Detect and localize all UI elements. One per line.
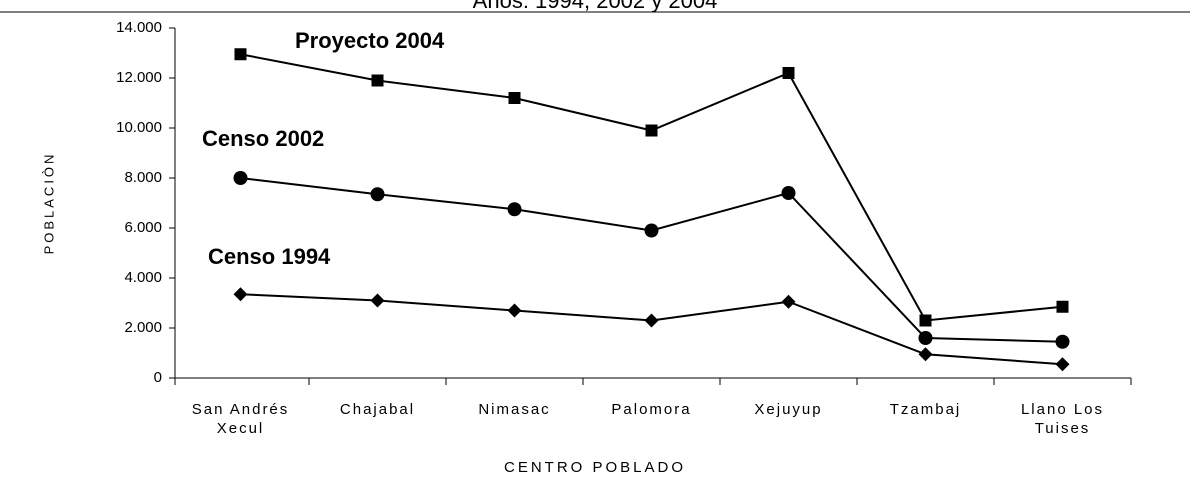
y-tick-label: 14.000 — [116, 19, 162, 36]
marker — [507, 202, 522, 217]
marker — [370, 187, 385, 202]
marker — [782, 67, 795, 79]
x-tick-label: Tzambaj — [889, 401, 962, 418]
y-tick-label: 10.000 — [116, 119, 162, 136]
chart-title: Años: 1994, 2002 y 2004 — [473, 0, 718, 13]
marker — [781, 294, 796, 309]
series-label: Censo 1994 — [208, 244, 331, 269]
x-tick-label: Xejuyup — [754, 401, 823, 418]
x-tick-label: Chajabal — [339, 401, 416, 418]
marker — [1055, 357, 1070, 372]
marker — [233, 171, 248, 185]
y-tick-label: 2.000 — [124, 319, 162, 336]
marker — [919, 314, 932, 327]
series-label: Proyecto 2004 — [295, 28, 445, 53]
marker — [371, 74, 384, 87]
x-tick-label: Nimasac — [478, 401, 551, 418]
y-tick-label: 4.000 — [124, 269, 162, 286]
x-tick-label: Palomora — [611, 401, 692, 418]
marker — [233, 287, 248, 302]
marker — [918, 331, 933, 345]
y-tick-label: 8.000 — [124, 169, 162, 186]
x-tick-label: San Andrés Xecul — [191, 401, 290, 437]
marker — [508, 92, 521, 104]
marker — [781, 186, 796, 200]
series-line — [240, 53, 1063, 322]
marker — [234, 48, 247, 61]
series-line — [240, 293, 1063, 366]
y-axis-label: POBLACIÒN — [41, 152, 56, 255]
marker — [1055, 334, 1070, 349]
marker — [644, 313, 659, 328]
y-tick-label: 12.000 — [116, 69, 162, 86]
x-tick-label: Llano Los Tuises — [1020, 401, 1105, 437]
marker — [1056, 300, 1069, 313]
y-tick-label: 0 — [154, 369, 162, 386]
series-label: Censo 2002 — [202, 126, 324, 151]
y-tick-label: 6.000 — [124, 219, 162, 236]
marker — [644, 223, 659, 238]
x-axis-label: CENTRO POBLADO — [504, 459, 686, 476]
marker — [918, 347, 933, 362]
marker — [507, 303, 522, 318]
marker — [645, 124, 658, 137]
marker — [370, 293, 385, 308]
